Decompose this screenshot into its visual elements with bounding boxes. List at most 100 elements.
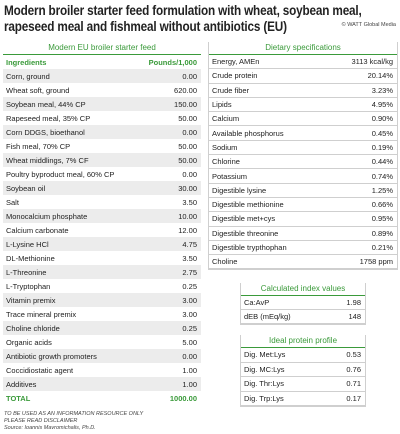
header-row: Ingredients Pounds/1,000 [3, 55, 201, 69]
cell-label: Digestible threonine [212, 228, 279, 238]
table-row: Organic acids 5.00 [3, 335, 201, 349]
cell-label: Additives [6, 379, 37, 389]
cell-label: L-Lysine HCl [6, 239, 49, 249]
table-row: Available phosphorus 0.45% [209, 126, 397, 141]
cell-value: 5.00 [182, 337, 197, 347]
title-line: Modern broiler starter feed formulation … [4, 2, 362, 18]
table-row: Energy, AMEn 3113 kcal/kg [209, 55, 397, 70]
table-row: Digestible met+cys 0.95% [209, 212, 397, 227]
cell-label: Rapeseed meal, 35% CP [6, 113, 91, 123]
cell-label: Dig. Trp:Lys [244, 393, 284, 403]
cell-value: 50.00 [178, 155, 197, 165]
cell-label: Digestible lysine [212, 185, 267, 195]
table-row: Crude protein 20.14% [209, 69, 397, 84]
table-row: Dig. Trp:Lys 0.17 [241, 392, 365, 406]
table-row: Fish meal, 70% CP 50.00 [3, 139, 201, 153]
cell-value: 0.74% [371, 171, 393, 181]
cell-value: 3.00 [182, 295, 197, 305]
cell-value: 148 [348, 312, 361, 321]
cell-value: 620.00 [174, 85, 197, 95]
footer: TO BE USED AS AN INFORMATION RESOURCE ON… [4, 411, 143, 432]
cell-label: Calcium carbonate [6, 225, 69, 235]
table-row: L-Threonine 2.75 [3, 265, 201, 279]
cell-label: Energy, AMEn [212, 57, 260, 67]
feed-table: Modern EU broiler starter feed Ingredient… [3, 42, 201, 405]
cell-value: 4.75 [182, 239, 197, 249]
cell-value: 0.71 [346, 379, 361, 389]
cell-value: 0.53 [346, 350, 361, 360]
table-title: Dietary specifications [209, 42, 397, 55]
cell-value: 0.00 [182, 127, 197, 137]
table-row: Dig. Thr:Lys 0.71 [241, 377, 365, 392]
cell-label: Crude protein [212, 71, 258, 81]
cell-label: Monocalcium phosphate [6, 211, 88, 221]
cell-label: Digestible met+cys [212, 214, 276, 224]
cell-label: Ca:AvP [244, 298, 270, 307]
cell-label: Corn, ground [6, 71, 50, 81]
table-row: Calcium carbonate 12.00 [3, 223, 201, 237]
cell-value: 10.00 [178, 211, 197, 221]
cell-value: 2.75 [182, 267, 197, 277]
table-row: Antibiotic growth promoters 0.00 [3, 349, 201, 363]
table-row: Choline chloride 0.25 [3, 321, 201, 335]
cell-label: Potassium [212, 171, 248, 181]
cell-value: 50.00 [178, 113, 197, 123]
column-header: Ingredients [6, 57, 47, 67]
cell-value: 0.76 [346, 364, 361, 374]
cell-value: 0.95% [371, 214, 393, 224]
table-row: DL-Methionine 3.50 [3, 251, 201, 265]
cell-label: Lipids [212, 100, 232, 110]
table-row: Digestible trypthophan 0.21% [209, 241, 397, 256]
cell-value: 1.25% [371, 185, 393, 195]
table-row: Digestible methionine 0.66% [209, 198, 397, 213]
cell-value: 12.00 [178, 225, 197, 235]
cell-label: Corn DDGS, bioethanol [6, 127, 85, 137]
cell-label: Soybean meal, 44% CP [6, 99, 86, 109]
cell-label: Available phosphorus [212, 128, 284, 138]
cell-label: L-Threonine [6, 267, 47, 277]
table-row: Additives 1.00 [3, 377, 201, 391]
table-row: Choline 1758 ppm [209, 255, 397, 270]
cell-value: 0.25 [182, 281, 197, 291]
cell-value: 0.17 [346, 393, 361, 403]
cell-label: Wheat middlings, 7% CF [6, 155, 89, 165]
table-row: Calcium 0.90% [209, 112, 397, 127]
cell-value: 1000.00 [169, 393, 197, 403]
cell-value: 0.19% [371, 142, 393, 152]
cell-label: L-Tryptophan [6, 281, 51, 291]
cell-value: 0.45% [371, 128, 393, 138]
cell-value: 0.25 [182, 323, 197, 333]
cell-label: Vitamin premix [6, 295, 56, 305]
table-row: Dig. Met:Lys 0.53 [241, 348, 365, 363]
table-row: Crude fiber 3.23% [209, 84, 397, 98]
cell-label: Sodium [212, 142, 238, 152]
footer-line: TO BE USED AS AN INFORMATION RESOURCE ON… [4, 411, 144, 417]
table-row: Corn, ground 0.00 [3, 69, 201, 83]
table-row: Coccidiostatic agent 1.00 [3, 363, 201, 377]
table-row: Lipids 4.95% [209, 98, 397, 113]
cell-value: 3113 kcal/kg [351, 57, 393, 67]
table-row: Wheat soft, ground 620.00 [3, 83, 201, 97]
cell-label: Calcium [212, 114, 240, 124]
table-row: Potassium 0.74% [209, 169, 397, 184]
cell-label: Wheat soft, ground [6, 85, 70, 95]
cell-label: Poultry byproduct meal, 60% CP [6, 169, 115, 179]
table-row: Soybean oil 30.00 [3, 181, 201, 195]
cell-label: Dig. MC:Lys [244, 364, 285, 374]
table-row: L-Tryptophan 0.25 [3, 279, 201, 293]
cell-label: Dig. Met:Lys [244, 350, 286, 360]
cell-value: 0.00 [182, 71, 197, 81]
cell-label: Choline chloride [6, 323, 60, 333]
cell-value: 1.00 [182, 379, 197, 389]
cell-value: 0.66% [371, 200, 393, 210]
cell-value: 1.98 [346, 298, 361, 307]
cell-label: Crude fiber [212, 85, 250, 95]
cell-value: 20.14% [367, 71, 393, 81]
table-title: Modern EU broiler starter feed [3, 42, 201, 55]
cell-label: Digestible trypthophan [212, 243, 287, 252]
table-row: Wheat middlings, 7% CF 50.00 [3, 153, 201, 167]
cell-label: Dig. Thr:Lys [244, 379, 285, 389]
table-row: Ca:AvP 1.98 [241, 296, 365, 310]
footer-line: PLEASE READ DISCLAIMER [4, 418, 78, 424]
